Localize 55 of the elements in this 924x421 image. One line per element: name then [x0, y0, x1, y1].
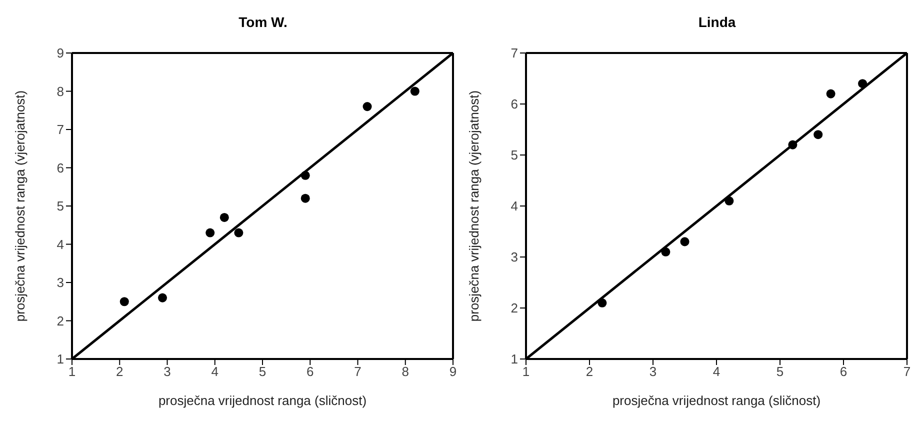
point: [158, 293, 167, 302]
x-tick-label: 2: [116, 364, 124, 380]
y-tick-label: 1: [510, 352, 518, 367]
point: [300, 194, 310, 203]
chart-title: Tom W.: [238, 14, 288, 30]
point: [788, 140, 798, 150]
point: [120, 297, 129, 306]
x-tick-label: 2: [586, 364, 594, 380]
x-tick-label: 5: [258, 364, 266, 380]
point: [300, 170, 310, 180]
x-tick-label: 8: [402, 364, 409, 380]
x-axis-title: prosječna vrijednost ranga (sličnost): [612, 393, 821, 408]
y-tick-label: 4: [510, 198, 518, 214]
y-tick-label: 6: [510, 96, 518, 112]
point: [362, 102, 372, 112]
point: [680, 237, 690, 246]
point: [814, 130, 823, 140]
x-tick-label: 3: [649, 364, 657, 380]
y-tick-label: 6: [56, 160, 64, 176]
x-tick-label: 4: [211, 364, 218, 380]
point: [858, 79, 868, 88]
point: [661, 247, 670, 256]
point: [220, 212, 229, 222]
x-tick-label: 9: [449, 364, 457, 380]
point: [724, 196, 734, 206]
x-tick-label: 3: [164, 364, 171, 380]
point: [206, 228, 215, 238]
x-tick-label: 6: [306, 364, 314, 380]
y-tick-label: 4: [56, 236, 64, 252]
point: [234, 228, 244, 238]
point: [598, 298, 607, 308]
y-tick-label: 7: [56, 122, 64, 138]
x-tick-label: 7: [903, 364, 911, 380]
y-tick-label: 3: [510, 250, 518, 265]
y-tick-label: 2: [56, 313, 64, 328]
y-tick-label: 1: [56, 352, 64, 367]
x-tick-label: 1: [522, 364, 530, 380]
y-tick-label: 8: [56, 84, 64, 99]
point: [826, 89, 836, 98]
x-tick-label: 4: [712, 364, 720, 380]
y-axis-title: prosječna vrijednost ranga (vjerojatnost): [12, 90, 28, 322]
x-tick-label: 7: [354, 364, 362, 380]
y-tick-label: 3: [56, 275, 64, 290]
y-axis-title: prosječna vrijednost ranga (vjerojatnost): [466, 90, 482, 322]
y-tick-label: 5: [56, 198, 64, 214]
x-axis-title: prosječna vrijednost ranga (sličnost): [158, 393, 367, 408]
y-tick-label: 7: [510, 46, 518, 61]
chart-title: Linda: [697, 14, 737, 30]
x-tick-label: 1: [68, 364, 76, 380]
y-tick-label: 9: [56, 46, 64, 61]
x-tick-label: 5: [776, 364, 784, 380]
y-tick-label: 2: [510, 300, 518, 316]
x-tick-label: 6: [840, 364, 848, 380]
point: [410, 86, 420, 96]
y-tick-label: 5: [510, 148, 518, 163]
